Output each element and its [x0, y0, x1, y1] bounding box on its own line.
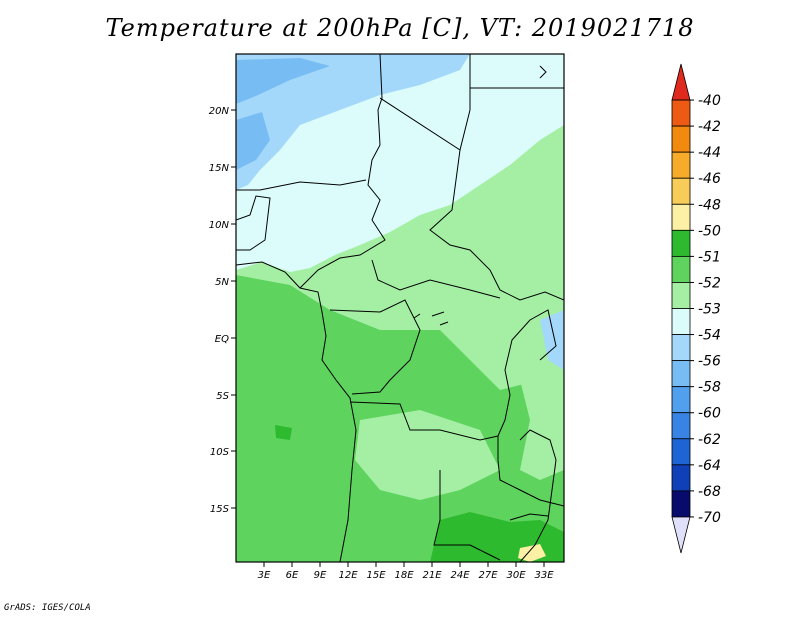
colorbar-label: -60 [698, 406, 721, 422]
lat-axis: 20N 15N 10N 5N EQ 5S 10S 15S [209, 106, 236, 515]
colorbar-swatch [671, 438, 691, 466]
colorbar-label: -48 [698, 197, 721, 213]
lon-label-27e: 27E [478, 570, 498, 581]
lon-label-3e: 3E [258, 570, 271, 581]
colorbar-swatch [671, 516, 691, 554]
colorbar-label: -52 [698, 275, 721, 291]
lat-label-15s: 15S [210, 504, 230, 515]
colorbar-swatch [671, 229, 691, 257]
footer-credit: GrADS: IGES/COLA [4, 603, 91, 613]
colorbar-label: -56 [698, 354, 721, 370]
colorbar-swatch [671, 386, 691, 414]
colorbar-swatch [671, 334, 691, 362]
colorbar-label: -62 [698, 432, 721, 448]
colorbar-label: -53 [698, 302, 721, 318]
lon-label-12e: 12E [338, 570, 358, 581]
lon-label-6e: 6E [286, 570, 299, 581]
colorbar-swatch [671, 125, 691, 153]
temperature-field [236, 54, 564, 562]
lon-label-18e: 18E [394, 570, 414, 581]
colorbar-swatch [671, 99, 691, 127]
map-frame [235, 53, 565, 563]
colorbar-swatch [671, 255, 691, 283]
lon-label-24e: 24E [450, 570, 470, 581]
colorbar-swatch [671, 63, 691, 101]
colorbar-swatch [671, 490, 691, 518]
colorbar-label: -68 [698, 484, 721, 500]
lat-label-20n: 20N [209, 106, 230, 117]
lat-label-5s: 5S [216, 391, 229, 402]
lon-axis: 3E 6E 9E 12E 15E 18E 21E 24E 27E 30E 33E [258, 562, 554, 581]
colorbar-label: -51 [698, 249, 721, 265]
chart-title: Temperature at 200hPa [C], VT: 201902171… [105, 14, 695, 42]
colorbar-label: -50 [698, 223, 721, 239]
lat-label-5n: 5N [215, 277, 229, 288]
colorbar-label: -58 [698, 380, 721, 396]
lon-label-33e: 33E [534, 570, 554, 581]
colorbar-label: -44 [698, 145, 721, 161]
colorbar-swatch [671, 151, 691, 179]
colorbar-swatch [671, 282, 691, 309]
colorbar-swatch [671, 308, 691, 335]
lon-label-30e: 30E [506, 570, 526, 581]
lon-label-9e: 9E [314, 570, 327, 581]
country-borders [236, 54, 564, 562]
colorbar-label: -54 [698, 328, 721, 344]
colorbar-swatch [671, 412, 691, 440]
colorbar-label: -40 [698, 93, 721, 109]
colorbar-swatch [671, 464, 691, 492]
lon-label-21e: 21E [422, 570, 442, 581]
colorbar-swatch [671, 177, 691, 205]
colorbar-label: -46 [698, 171, 721, 187]
lat-label-10n: 10N [209, 220, 230, 231]
lat-label-10s: 10S [210, 447, 230, 458]
lat-label-eq: EQ [215, 334, 229, 345]
colorbar-label: -42 [698, 119, 721, 135]
colorbar: -40 -42 -44 -46 -48 -50 -51 -52 -53 -54 -56 -58 -60 -… [671, 63, 721, 554]
colorbar-label: -70 [698, 510, 721, 526]
colorbar-label: -64 [698, 458, 721, 474]
lat-label-15n: 15N [209, 163, 230, 174]
colorbar-swatch [671, 203, 691, 231]
lon-label-15e: 15E [366, 570, 386, 581]
colorbar-swatch [671, 360, 691, 388]
